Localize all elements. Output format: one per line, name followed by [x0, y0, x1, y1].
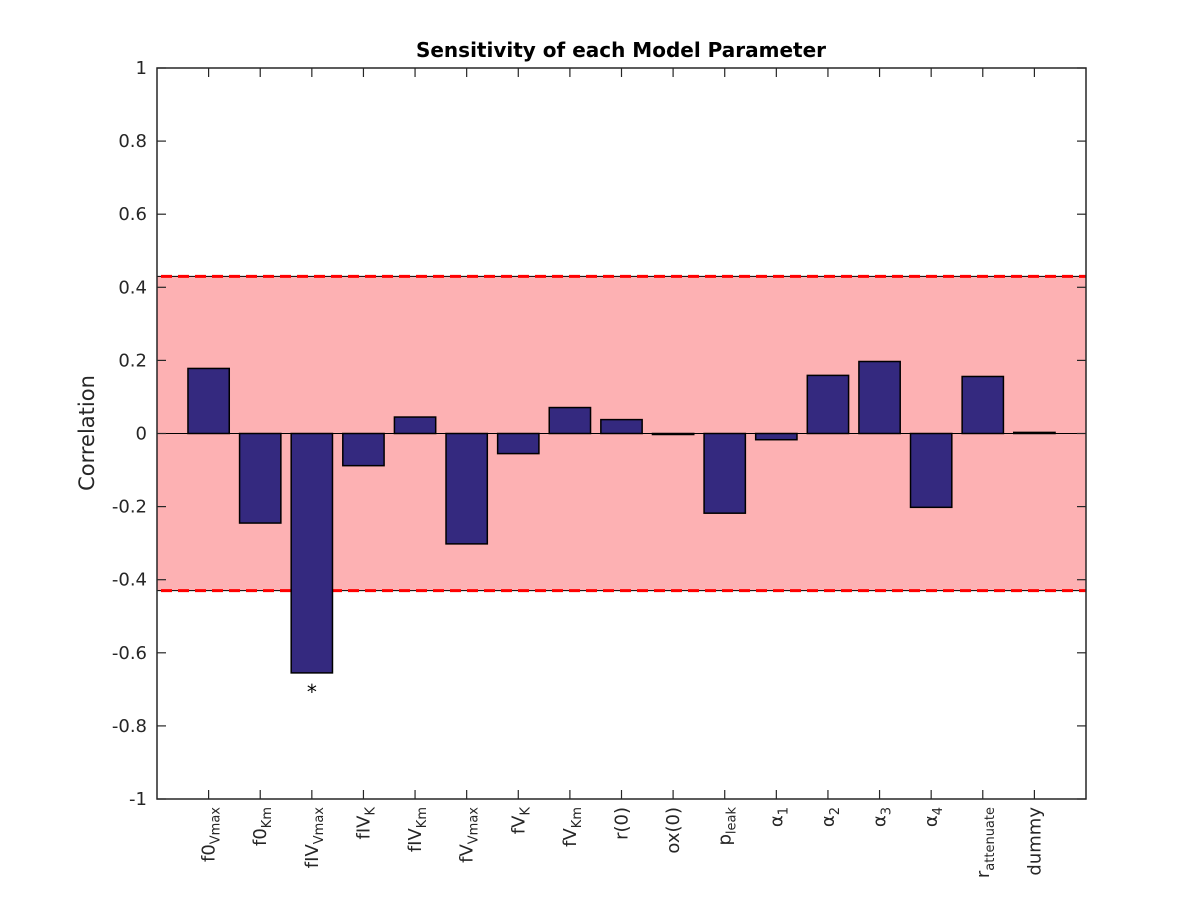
x-tick-label: fIVKm — [405, 807, 430, 852]
bar — [238, 432, 282, 524]
x-tick-label: α4 — [921, 807, 946, 827]
y-tick-label: -1 — [129, 789, 147, 810]
axes-layer — [156, 67, 1087, 800]
bar — [393, 416, 437, 435]
y-tick-label: -0.2 — [112, 497, 147, 518]
x-tick-label: fVKm — [560, 807, 585, 847]
bar — [290, 432, 334, 674]
x-tick-label: α2 — [818, 807, 843, 827]
y-tick-label: 0 — [136, 424, 147, 445]
bar — [496, 432, 540, 455]
bar — [1012, 431, 1056, 435]
labels-layer: Sensitivity of each Model Parameter Corr… — [75, 38, 1045, 878]
x-tick-label: pleak — [715, 807, 740, 846]
bar — [548, 406, 592, 435]
x-tick-label: r(0) — [612, 807, 633, 840]
bar — [600, 418, 643, 435]
y-tick-label: 1 — [136, 58, 147, 79]
bar — [754, 432, 798, 441]
y-axis-label: Correlation — [75, 375, 99, 491]
bar — [703, 432, 747, 514]
x-tick-label: f0Vmax — [199, 807, 224, 862]
bar — [651, 432, 695, 436]
x-tick-label: f0Km — [250, 807, 275, 846]
bar — [961, 375, 1005, 435]
bars-layer — [157, 360, 1086, 674]
bar — [806, 374, 850, 435]
x-tick-label: fVK — [508, 807, 533, 835]
y-tick-label: -0.4 — [112, 570, 147, 591]
y-tick-label: 0.2 — [118, 350, 147, 371]
x-tick-label: α1 — [766, 807, 791, 827]
bar — [342, 432, 385, 467]
bar — [445, 432, 489, 545]
bar — [858, 360, 901, 435]
x-tick-label: rattenuate — [973, 807, 998, 878]
chart-title: Sensitivity of each Model Parameter — [416, 38, 826, 62]
x-tick-label: fIVVmax — [302, 807, 327, 868]
significance-marker: * — [307, 680, 317, 704]
y-tick-label: 0.4 — [118, 277, 147, 298]
x-tick-label: dummy — [1024, 807, 1045, 876]
bar — [187, 367, 231, 435]
y-tick-label: -0.8 — [112, 716, 147, 737]
x-tick-label: α3 — [870, 807, 895, 827]
x-tick-label: fIVK — [353, 807, 378, 840]
x-tick-label: ox(0) — [663, 807, 684, 854]
y-tick-label: 0.8 — [118, 131, 147, 152]
x-tick-label: fVVmax — [457, 807, 482, 863]
y-tick-label: 0.6 — [118, 204, 147, 225]
y-tick-label: -0.6 — [112, 643, 147, 664]
bar — [909, 432, 953, 509]
